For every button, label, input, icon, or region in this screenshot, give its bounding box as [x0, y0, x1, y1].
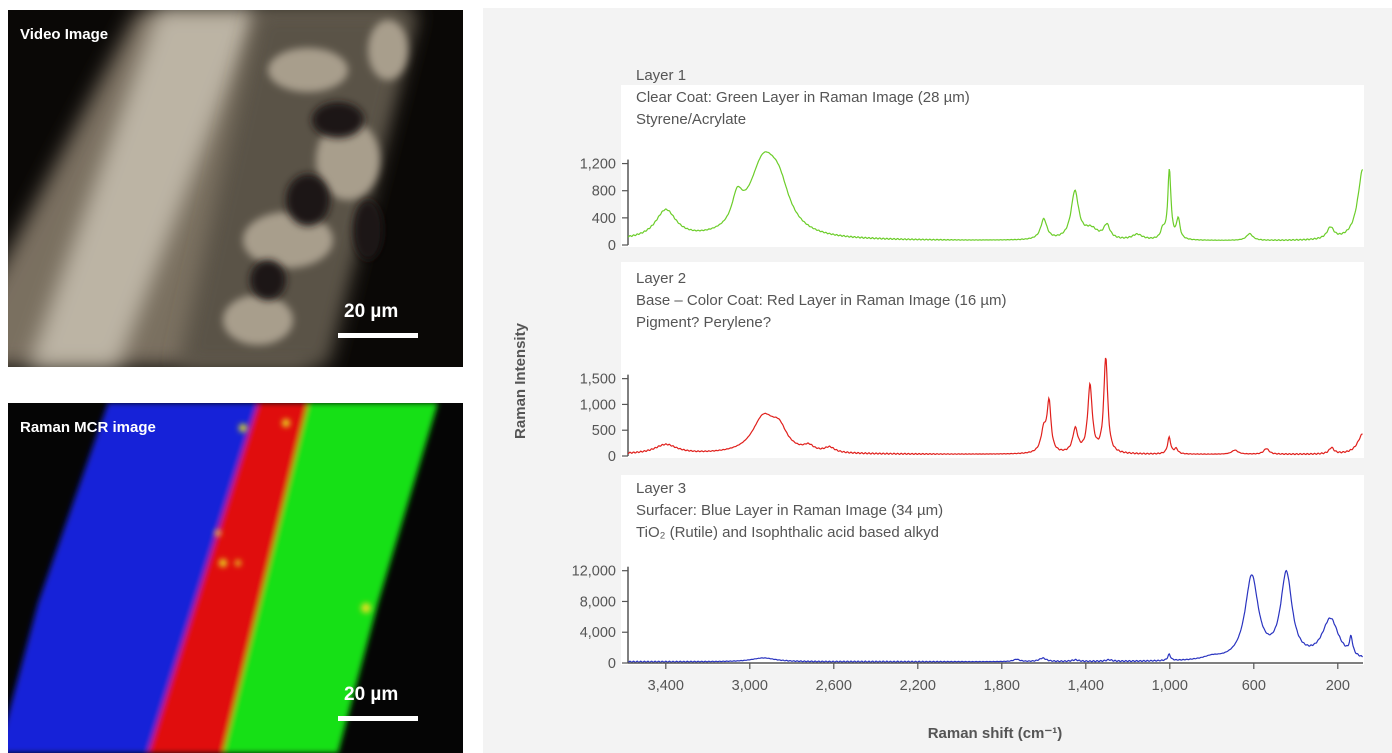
layer-title-line: TiO₂ (Rutile) and Isophthalic acid based… [636, 524, 939, 541]
y-tick-label: 8,000 [580, 594, 616, 610]
layer-title-line: Surfacer: Blue Layer in Raman Image (34 … [636, 502, 943, 519]
layer-title-line: Styrene/Acrylate [636, 111, 746, 128]
raman-scale-label: 20 µm [344, 684, 399, 705]
raman-scale-bar [338, 716, 418, 721]
y-tick-label: 400 [592, 211, 616, 227]
layer-title-line: Clear Coat: Green Layer in Raman Image (… [636, 89, 970, 106]
y-tick-label: 500 [592, 423, 616, 439]
layer-panel-bg [621, 262, 1364, 458]
layer-title-line: Layer 2 [636, 270, 686, 287]
x-tick-label: 600 [1242, 678, 1266, 694]
spectrum-line-layer-1 [627, 151, 1364, 242]
y-axis-title: Raman Intensity [512, 322, 529, 439]
y-tick-label: 800 [592, 184, 616, 200]
y-tick-label: 0 [608, 656, 616, 672]
x-tick-label: 200 [1326, 678, 1350, 694]
y-tick-label: 0 [608, 449, 616, 465]
x-tick-label: 2,600 [816, 678, 852, 694]
y-tick-label: 1,000 [580, 397, 616, 413]
x-tick-label: 3,000 [732, 678, 768, 694]
layer-panel-bg [621, 85, 1364, 247]
video-image-label: Video Image [20, 26, 109, 43]
y-tick-label: 4,000 [580, 625, 616, 641]
video-image-panel: Video Image 20 µm [8, 10, 463, 367]
spectrum-line-layer-3 [627, 569, 1364, 664]
y-tick-label: 12,000 [572, 564, 616, 580]
x-tick-label: 1,800 [984, 678, 1020, 694]
raman-mcr-image [8, 403, 463, 753]
video-scale-bar [338, 333, 418, 338]
x-tick-label: 1,000 [1152, 678, 1188, 694]
x-tick-label: 3,400 [648, 678, 684, 694]
x-tick-label: 2,200 [900, 678, 936, 694]
y-tick-label: 1,500 [580, 372, 616, 388]
layer-title-line: Base – Color Coat: Red Layer in Raman Im… [636, 292, 1006, 309]
raman-spectra-chart: Layer 1 Clear Coat: Green Layer in Raman … [483, 8, 1392, 753]
y-tick-label: 0 [608, 238, 616, 254]
raman-image-label: Raman MCR image [20, 419, 156, 436]
x-tick-label: 1,400 [1068, 678, 1104, 694]
raman-image-panel: Raman MCR image 20 µm [8, 403, 463, 753]
x-axis-title: Raman shift (cm⁻¹) [928, 725, 1063, 742]
layer-title-line: Pigment? Perylene? [636, 314, 771, 331]
y-tick-label: 1,200 [580, 157, 616, 173]
layer-title-line: Layer 3 [636, 480, 686, 497]
video-image-micrograph [8, 10, 463, 367]
spectra-svg: Layer 1 Clear Coat: Green Layer in Raman … [512, 67, 1364, 742]
spectrum-line-layer-2 [627, 357, 1363, 456]
video-scale-label: 20 µm [344, 301, 399, 322]
layer-title-line: Layer 1 [636, 67, 686, 84]
